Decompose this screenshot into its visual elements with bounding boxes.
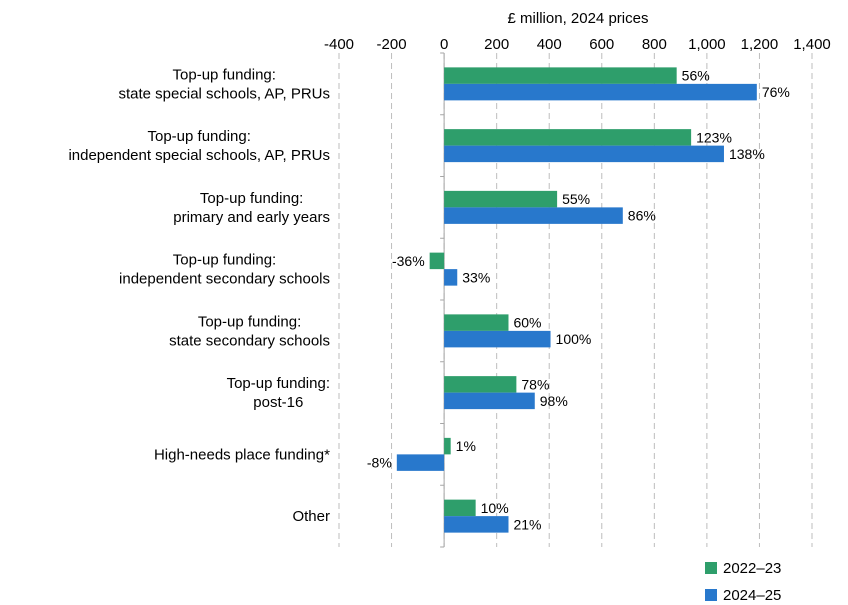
bar [444,314,509,331]
bar [444,516,509,533]
bar [444,190,558,208]
category-label: Top-up funding: state special schools, AP… [119,66,331,102]
data-label: -36% [392,253,425,269]
data-label: 21% [513,516,541,532]
data-label: 76% [762,84,790,100]
category-label: Top-up funding: independent secondary sch… [119,252,330,288]
bar [444,330,551,348]
category-label-line: Top-up funding: [198,313,301,330]
bar [444,129,692,146]
data-label: 10% [481,500,509,516]
category-label-line: Top-up funding: [200,190,303,207]
x-tick-label: 400 [537,36,562,53]
data-labels: 56% 76% 123%138% 55% 86% -36% 33% 60% 100% 78%98%… [367,68,790,533]
category-label: High-needs place funding* [154,446,330,463]
category-label-line: Top-up funding: [173,252,276,269]
bar [444,67,677,84]
x-tick-label: 0 [440,36,448,53]
bar [396,454,445,471]
legend-swatch [705,589,717,601]
x-tick-label: 200 [484,36,509,53]
category-label-line: state special schools, AP, PRUs [119,85,331,102]
category-label: Top-up funding: primary and early years [173,190,330,226]
category-label: Top-up funding: state secondary schools [169,313,330,349]
bar [444,392,535,410]
x-tick-label: 1,200 [741,36,779,53]
bar [444,145,724,163]
legend-swatch [705,562,717,574]
data-label: 123% [696,129,732,145]
category-label-line: post-16 [253,394,303,411]
category-label-line: Other [292,508,330,525]
bar [444,207,623,224]
data-label: 138% [729,146,765,162]
category-label-line: primary and early years [173,209,330,226]
data-label: 78% [521,376,549,392]
legend-label: 2022–23 [723,560,781,577]
category-label-line: Top-up funding: [227,375,330,392]
x-tick-label: 1,400 [793,36,831,53]
category-label: Other [292,508,330,525]
data-label: 86% [628,208,656,224]
category-label-line: Top-up funding: [148,128,251,145]
legend-label: 2024–25 [723,587,781,604]
category-label-line: Top-up funding: [173,66,276,83]
bars [396,67,757,533]
category-label-line: independent special schools, AP, PRUs [68,147,330,164]
data-label: -8% [367,455,392,471]
x-tick-label: -200 [377,36,407,53]
data-label: 55% [562,191,590,207]
category-labels: Top-up funding: state special schools, AP… [68,66,330,525]
legend: 2022–23 2024–25 [705,560,781,604]
data-label: 100% [556,331,592,347]
bar [444,437,451,455]
bar [444,376,517,393]
data-label: 98% [540,393,568,409]
data-label: 60% [513,315,541,331]
data-label: 56% [682,68,710,84]
category-label: Top-up funding: independent special schoo… [68,128,330,164]
axis-title: £ million, 2024 prices [508,10,649,27]
bar [444,499,476,517]
data-label: 33% [462,269,490,285]
data-label: 1% [456,438,476,454]
category-label-line: state secondary schools [169,332,330,349]
bar [444,269,458,286]
bar [444,83,757,101]
category-label-line: High-needs place funding* [154,446,330,463]
x-tick-label: 600 [589,36,614,53]
bar [429,252,445,270]
x-tick-label: 1,000 [688,36,726,53]
category-label: Top-up funding: post-16 [227,375,330,411]
category-label-line: independent secondary schools [119,271,330,288]
x-tick-label: -400 [324,36,354,53]
x-tick-label: 800 [642,36,667,53]
gridlines [338,52,813,548]
x-tick-labels: -400 -200 0 200 400 600 800 1,000 1,200 1,400 [324,36,831,53]
